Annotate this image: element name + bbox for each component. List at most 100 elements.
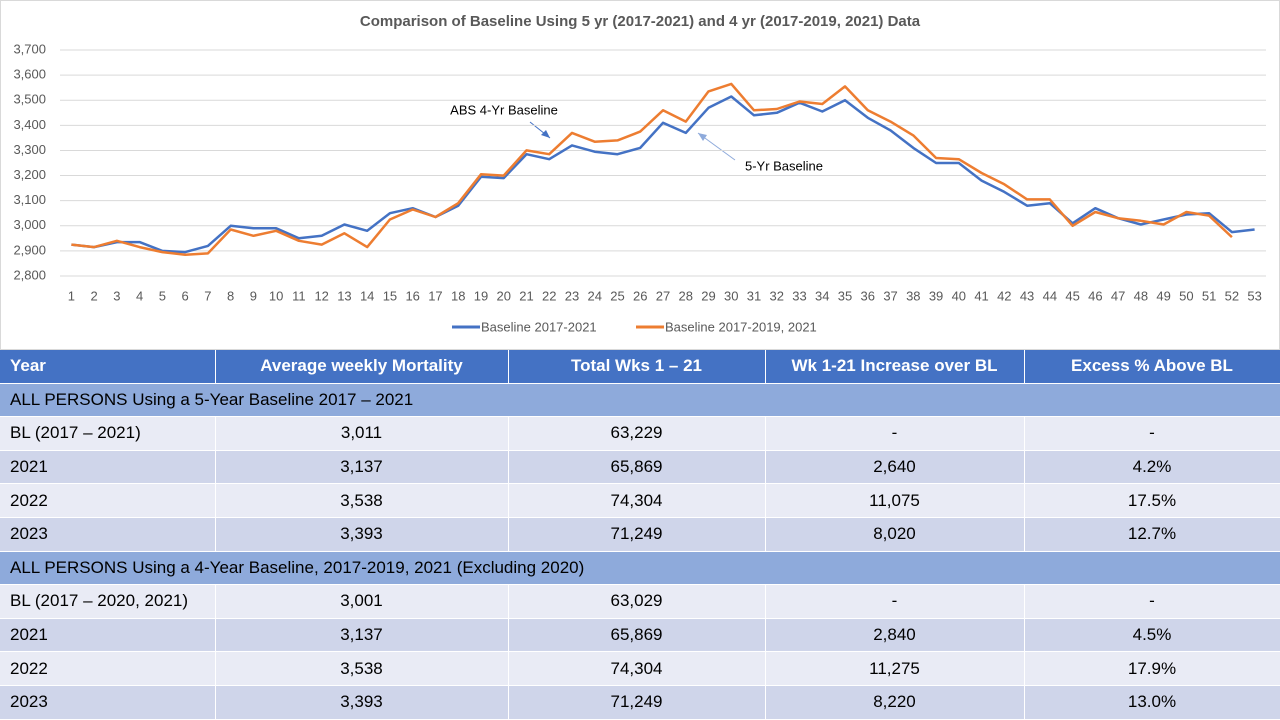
table-row: BL (2017 – 2021) 3,011 63,229- - (0, 416, 1280, 451)
table-cell: Excess % Above BL (1024, 350, 1280, 384)
table-cell: 2023 (0, 517, 216, 552)
x-tick-label: 29 (701, 288, 715, 303)
x-tick-label: 31 (747, 288, 761, 303)
table-cell: 17.5% (1024, 483, 1280, 518)
table-header: Year Average weekly Mortality Total Wks 1 … (0, 350, 1280, 384)
y-tick-label: 3,100 (13, 192, 46, 207)
table-row: 2023 3,393 71,249 8,020 12.7% (0, 517, 1280, 552)
y-tick-label: 3,600 (13, 67, 46, 82)
table-cell: BL (2017 – 2020, 2021) (0, 584, 216, 619)
table-cell: 63,029 (508, 584, 766, 619)
table-cell: 8,220 (765, 685, 1025, 720)
table-cell: ALL PERSONS Using a 5-Year Baseline 2017… (0, 383, 1280, 418)
x-tick-label: 27 (656, 288, 670, 303)
table-cell: 4.5% (1024, 618, 1280, 653)
table-cell: 12.7% (1024, 517, 1280, 552)
x-tick-label: 8 (227, 288, 234, 303)
line-series (71, 82, 1233, 256)
x-tick-label: 36 (861, 288, 875, 303)
x-tick-label: 17 (428, 288, 442, 303)
x-tick-label: 23 (565, 288, 579, 303)
x-tick-label: 44 (1043, 288, 1057, 303)
x-tick-label: 9 (250, 288, 257, 303)
table-cell: 2022 (0, 483, 216, 518)
chart-frame (0, 0, 1280, 350)
x-tick-label: 6 (182, 288, 189, 303)
legend-label: Baseline 2017-2021 (481, 319, 597, 334)
x-tick-label: 52 (1225, 288, 1239, 303)
y-tick-label: 3,200 (13, 167, 46, 182)
x-tick-label: 40 (952, 288, 966, 303)
x-tick-label: 21 (519, 288, 533, 303)
table-cell: Average weekly Mortality (215, 350, 509, 384)
table-cell: 74,304 (508, 483, 766, 518)
x-tick-label: 7 (204, 288, 211, 303)
x-tick-label: 22 (542, 288, 556, 303)
x-tick-label: 11 (292, 288, 306, 303)
x-tick-label: 15 (383, 288, 397, 303)
annotation-arrowhead (541, 130, 550, 138)
x-tick-label: 49 (1156, 288, 1170, 303)
table-cell: 2,640 (765, 450, 1025, 485)
table-row: 2021 3,137 65,869 2,840 4.5% (0, 618, 1280, 653)
x-tick-label: 39 (929, 288, 943, 303)
y-tick-label: 2,800 (13, 267, 46, 282)
table-cell: 2021 (0, 618, 216, 653)
y-tick-label: 3,500 (13, 92, 46, 107)
table-cell: 3,538 (215, 651, 509, 686)
x-tick-label: 51 (1202, 288, 1216, 303)
y-tick-label: 3,000 (13, 217, 46, 232)
x-tick-label: 41 (974, 288, 988, 303)
table-cell: 3,001 (215, 584, 509, 619)
table-cell: - (1024, 416, 1280, 451)
table-cell: 8,020 (765, 517, 1025, 552)
x-tick-label: 25 (610, 288, 624, 303)
x-tick-label: 33 (792, 288, 806, 303)
table-cell: Total Wks 1 – 21 (508, 350, 766, 384)
x-tick-label: 4 (136, 288, 143, 303)
y-tick-label: 3,300 (13, 142, 46, 157)
x-tick-label: 2 (91, 288, 98, 303)
x-tick-label: 19 (474, 288, 488, 303)
table-cell: 74,304 (508, 651, 766, 686)
table-cell: 17.9% (1024, 651, 1280, 686)
x-tick-label: 42 (997, 288, 1011, 303)
x-tick-label: 1 (68, 288, 75, 303)
annotation-arrowhead (698, 133, 707, 141)
x-tick-label: 37 (883, 288, 897, 303)
table-row: 2021 3,137 65,869 2,640 4.2% (0, 450, 1280, 485)
annotation: ABS 4-Yr Baseline (450, 102, 558, 117)
x-tick-label: 13 (337, 288, 351, 303)
annotation: 5-Yr Baseline (745, 158, 823, 173)
table-cell: 11,275 (765, 651, 1025, 686)
table-cell: - (765, 584, 1025, 619)
x-tick-label: 12 (314, 288, 328, 303)
table-cell: ALL PERSONS Using a 4-Year Baseline, 201… (0, 551, 1280, 586)
x-tick-label: 28 (679, 288, 693, 303)
x-tick-label: 26 (633, 288, 647, 303)
x-tick-label: 14 (360, 288, 374, 303)
table-cell: 71,249 (508, 517, 766, 552)
chart: Comparison of Baseline Using 5 yr (2017-… (0, 0, 1280, 350)
x-tick-label: 47 (1111, 288, 1125, 303)
x-tick-label: 45 (1065, 288, 1079, 303)
x-tick-label: 3 (113, 288, 120, 303)
x-tick-label: 34 (815, 288, 829, 303)
table-cell: 13.0% (1024, 685, 1280, 720)
x-tick-label: 32 (770, 288, 784, 303)
y-tick-label: 2,900 (13, 242, 46, 257)
table-cell: 3,137 (215, 618, 509, 653)
table-row: 2023 3,393 71,249 8,220 13.0% (0, 685, 1280, 720)
x-tick-label: 30 (724, 288, 738, 303)
x-tick-label: 20 (496, 288, 510, 303)
x-tick-label: 53 (1247, 288, 1261, 303)
section-row: ALL PERSONS Using a 5-Year Baseline 2017… (0, 383, 1280, 418)
table-row: 2022 3,538 74,304 11,275 17.9% (0, 651, 1280, 686)
table-cell: BL (2017 – 2021) (0, 416, 216, 451)
x-tick-label: 43 (1020, 288, 1034, 303)
table-cell: 3,137 (215, 450, 509, 485)
x-tick-label: 35 (838, 288, 852, 303)
section-row: ALL PERSONS Using a 4-Year Baseline, 201… (0, 551, 1280, 586)
table-row: BL (2017 – 2020, 2021) 3,001 63,029- - (0, 584, 1280, 619)
